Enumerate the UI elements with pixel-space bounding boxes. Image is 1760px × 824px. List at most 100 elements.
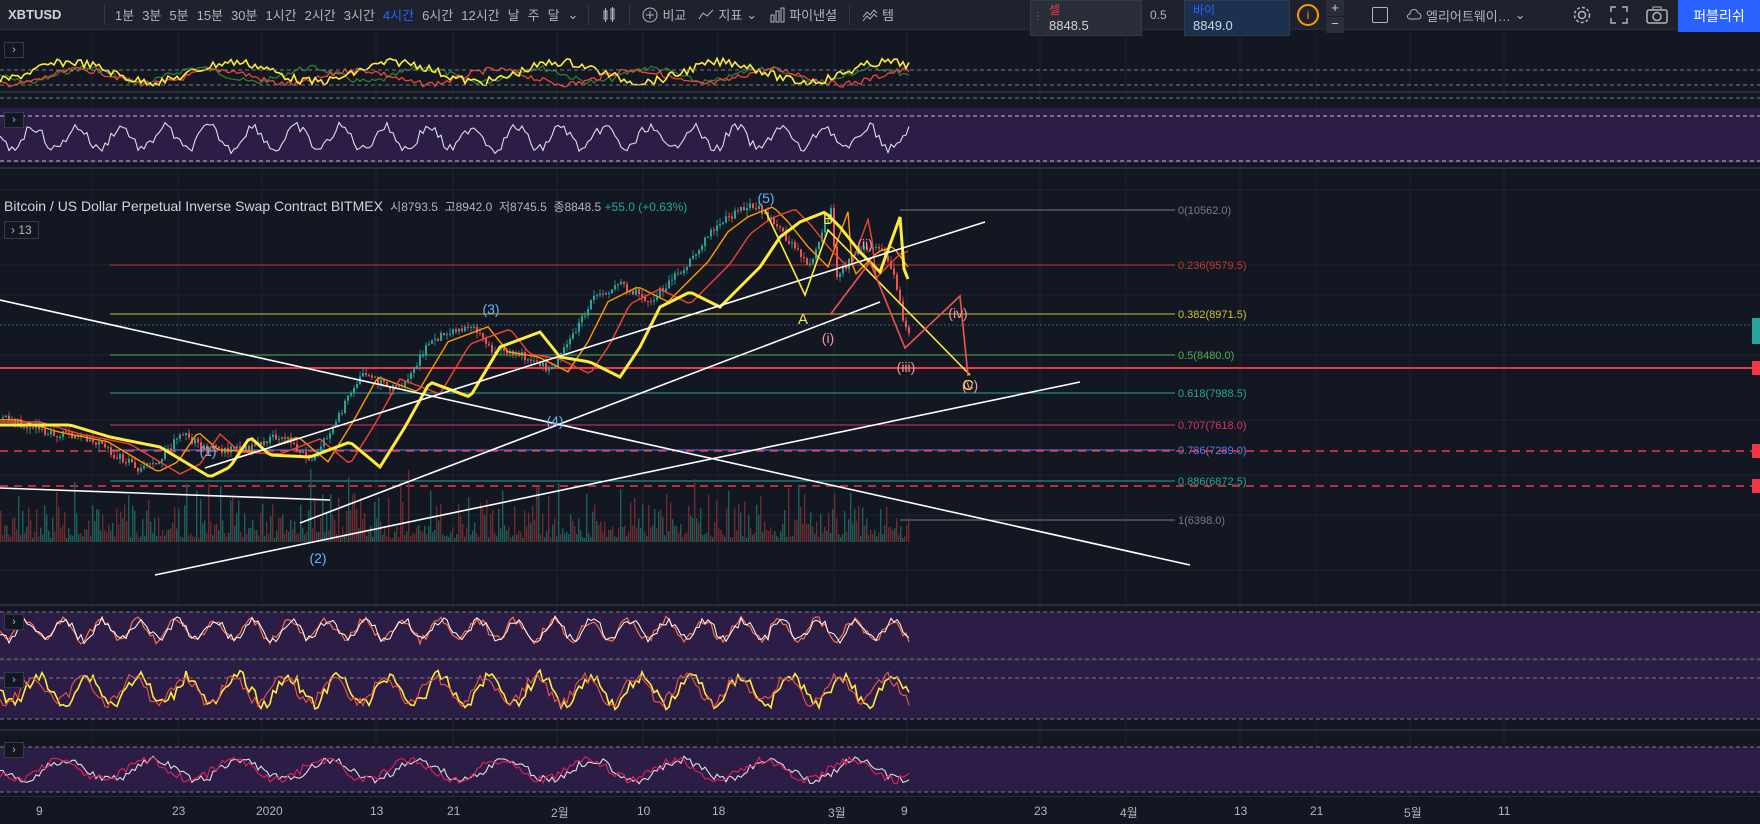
templates-button[interactable]: 템 [856,5,900,24]
volume-bar [826,530,828,542]
candle-body [116,457,118,460]
fib-level-label: 1(6398.0) [1178,515,1225,527]
info-icon[interactable]: i [1297,4,1319,26]
compare-button[interactable]: 비교 [636,5,692,24]
pane-collapse-button[interactable]: › [4,614,24,630]
buy-widget[interactable]: 바이 8849.0 [1184,0,1290,36]
sell-price[interactable]: 8848.5 [1049,18,1089,33]
plus-icon[interactable]: + [1326,0,1344,16]
volume-bar [262,503,264,542]
settings-icon[interactable] [1572,5,1592,30]
candle-body [695,254,697,256]
volume-bar [326,513,328,542]
layout-icon[interactable] [1372,7,1388,23]
interval-2[interactable]: 5분 [169,8,189,23]
interval-11[interactable]: 날 [507,8,520,23]
minus-icon[interactable]: − [1326,17,1344,33]
volume-bar [254,529,256,542]
candle-body [806,258,808,265]
candle-body [50,431,52,435]
impulse-projection-path[interactable] [829,260,969,377]
interval-9[interactable]: 6시간 [422,8,454,23]
trendline[interactable] [299,301,881,524]
interval-1[interactable]: 3분 [142,8,162,23]
candle-body [581,315,583,323]
volume-bar [330,494,332,542]
pane-collapse-button[interactable]: › [4,42,24,58]
interval-3[interactable]: 15분 [196,8,224,23]
symbol-title[interactable]: Bitcoin / US Dollar Perpetual Inverse Sw… [4,198,383,214]
volume-bar [890,526,892,542]
volume-bar [382,534,384,542]
volume-bar [374,501,376,542]
layout-selector[interactable]: 엘리어트웨이… ⌄ [1406,0,1526,30]
candle-body [278,438,280,440]
trendline[interactable] [154,381,1081,576]
drag-handle-icon[interactable]: ⋮ [1033,11,1043,22]
interval-7[interactable]: 3시간 [343,8,375,23]
volume-bar [226,536,228,542]
candle-body [62,431,64,437]
candle-body [491,345,493,353]
volume-bar [44,505,46,542]
abc-correction-path[interactable] [764,209,971,376]
volume-bar [178,508,180,542]
financials-button[interactable]: 파이낸셜 [763,5,843,24]
interval-5[interactable]: 1시간 [265,8,297,23]
chart-canvas[interactable]: 0(10562.0) 0.236(9579.5) 0.382(8971.5) 0.5(… [0,30,1760,796]
interval-4[interactable]: 30분 [231,8,258,23]
candle-body [260,442,262,445]
volume-bar [240,531,242,542]
fibonacci-retracement: 0(10562.0) 0.236(9579.5) 0.382(8971.5) 0.5(… [0,205,1760,527]
interval-12[interactable]: 주 [527,8,540,23]
fullscreen-icon[interactable] [1610,6,1628,29]
trendline[interactable] [204,221,986,469]
chevron-down-icon[interactable]: ⌄ [567,6,579,22]
volume-bar [282,514,284,542]
chart-type-button[interactable] [595,6,623,23]
volume-bar [118,524,120,542]
trendline[interactable] [0,487,331,501]
volume-bar [212,535,214,542]
volume-bar [754,532,756,542]
pane-collapse-button[interactable]: › [4,672,24,688]
volume-bar [816,521,818,542]
trendline[interactable] [0,299,1191,566]
volume-bar [780,531,782,542]
pane-collapse-button[interactable]: › [4,112,24,128]
pane-collapse-button[interactable]: › [4,742,24,758]
fib-level-label: 0.382(8971.5) [1178,309,1247,321]
candle-body [203,445,205,450]
trendline-drawings[interactable] [0,209,1191,576]
candle-body [632,291,634,295]
indicator-list-toggle[interactable]: › 13 [4,221,39,239]
candle-body [335,421,337,427]
symbol-search[interactable]: XBTUSD [8,7,62,22]
time-axis[interactable]: 9 23 2020 13 21 2월 10 18 3월 9 23 4월 13 21 5월 11 [0,796,1760,824]
volume-bar [386,536,388,542]
candle-body [740,207,742,211]
volume-bar [100,530,102,542]
interval-10[interactable]: 12시간 [461,8,500,23]
volume-bar [124,504,126,542]
volume-bar [752,534,754,542]
candle-body [92,439,94,443]
candle-body [485,338,487,344]
volume-bar [198,537,200,542]
interval-8[interactable]: 4시간 [382,8,415,23]
volume-bar [190,533,192,542]
indicators-button[interactable]: 지표 ⌄ [692,5,763,24]
candle-body [716,225,718,231]
interval-0[interactable]: 1분 [115,8,135,23]
publish-button[interactable]: 퍼블리쉬 [1678,0,1760,32]
interval-13[interactable]: 달 [547,8,560,23]
interval-6[interactable]: 2시간 [304,8,336,23]
wave-label-C: C [963,377,974,394]
candle-body [659,287,661,298]
candle-body [677,272,679,274]
candle-body [98,441,100,445]
candle-body [413,367,415,374]
camera-icon[interactable] [1646,6,1668,29]
wave-label-w3: (3) [482,301,499,317]
volume-bar [516,534,518,542]
